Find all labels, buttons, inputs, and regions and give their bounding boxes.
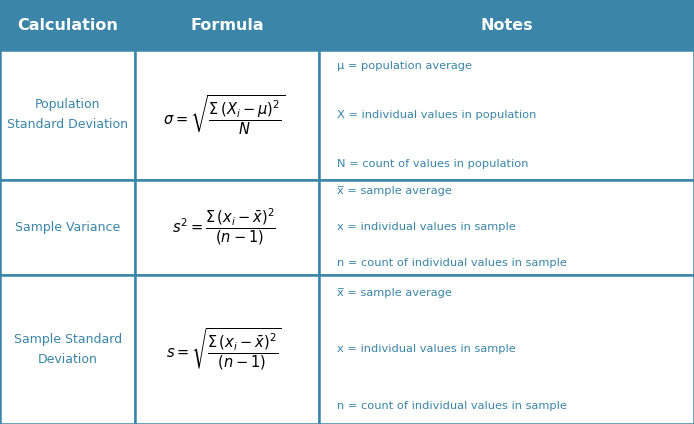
Text: Formula: Formula <box>190 17 264 33</box>
Bar <box>135 50 319 180</box>
Bar <box>319 50 694 180</box>
Text: Sample Standard
Deviation: Sample Standard Deviation <box>14 333 121 366</box>
Bar <box>135 0 319 50</box>
Text: $s = \sqrt{\dfrac{\Sigma\,(x_i - \bar{x})^2}{(n-1)}}$: $s = \sqrt{\dfrac{\Sigma\,(x_i - \bar{x}… <box>166 326 282 372</box>
Text: n = count of individual values in sample: n = count of individual values in sample <box>337 258 566 268</box>
Text: $s^2 = \dfrac{\Sigma\,(x_i - \bar{x})^2}{(n-1)}$: $s^2 = \dfrac{\Sigma\,(x_i - \bar{x})^2}… <box>171 207 276 247</box>
Text: Sample Variance: Sample Variance <box>15 221 120 234</box>
Bar <box>135 180 319 275</box>
Text: Population
Standard Deviation: Population Standard Deviation <box>7 98 128 131</box>
Text: N = count of values in population: N = count of values in population <box>337 159 528 169</box>
Bar <box>0 180 135 275</box>
Bar <box>319 0 694 50</box>
Text: n = count of individual values in sample: n = count of individual values in sample <box>337 401 566 411</box>
Text: x̅ = sample average: x̅ = sample average <box>337 186 452 196</box>
Bar <box>0 275 135 424</box>
Text: x̅ = sample average: x̅ = sample average <box>337 287 452 298</box>
Bar <box>135 275 319 424</box>
Text: x = individual values in sample: x = individual values in sample <box>337 344 516 354</box>
Bar <box>0 50 135 180</box>
Text: $\sigma = \sqrt{\dfrac{\Sigma\,(X_i - \mu)^2}{N}}$: $\sigma = \sqrt{\dfrac{\Sigma\,(X_i - \m… <box>162 93 285 137</box>
Bar <box>319 180 694 275</box>
Bar <box>319 275 694 424</box>
Text: Notes: Notes <box>480 17 533 33</box>
Text: Calculation: Calculation <box>17 17 118 33</box>
Text: x = individual values in sample: x = individual values in sample <box>337 222 516 232</box>
Text: μ = population average: μ = population average <box>337 61 472 71</box>
Bar <box>0 0 135 50</box>
Text: X = individual values in population: X = individual values in population <box>337 110 536 120</box>
